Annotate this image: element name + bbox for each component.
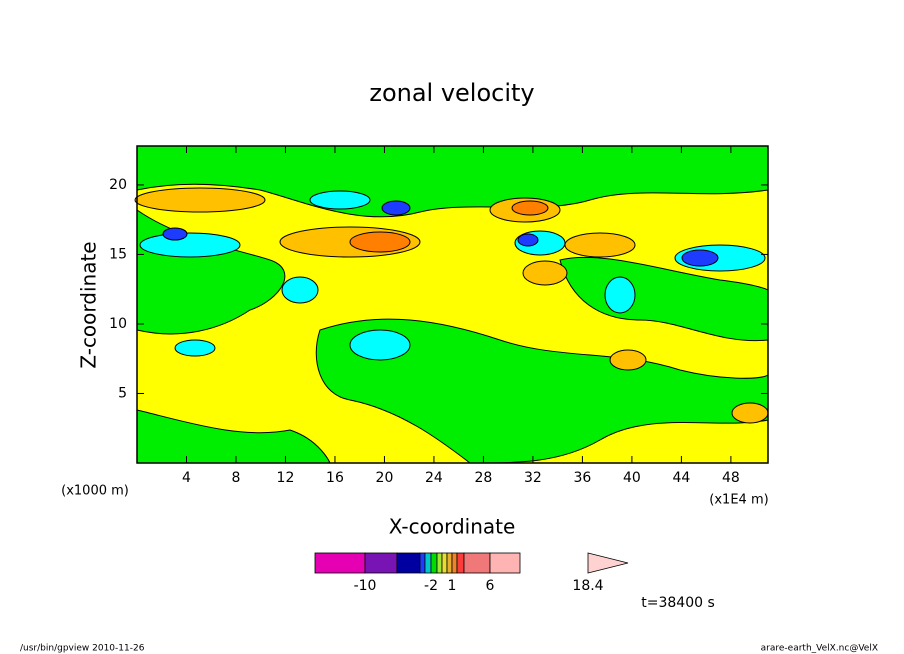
colorbar-segment: [314, 552, 366, 574]
colorbar-segment: [456, 552, 465, 574]
x-tick-label: 28: [475, 470, 493, 486]
colorbar-extension: [587, 552, 629, 574]
colorbar-tick-label: 1: [448, 578, 457, 594]
contour-region: [136, 409, 331, 464]
colorbar-segment: [430, 552, 438, 574]
y-tick-label: 15: [109, 246, 127, 262]
colorbar-segment: [489, 552, 521, 574]
x-tick-label: 20: [376, 470, 394, 486]
x-unit-label: (x1000 m): [61, 484, 129, 499]
x-tick-label: 32: [524, 470, 542, 486]
contour-region: [522, 260, 568, 286]
contour-region: [174, 339, 216, 357]
x-tick-label: 16: [326, 470, 344, 486]
colorbar-tick-label: 6: [486, 578, 495, 594]
colorbar-segment: [396, 552, 421, 574]
contour-region: [315, 318, 769, 464]
x-scale-label: (x1E4 m): [709, 493, 768, 508]
colorbar-segment: [441, 552, 448, 574]
contour-region: [609, 349, 647, 371]
contour-region: [349, 231, 411, 253]
colorbar: -10 -2 1 6 18.4: [314, 552, 629, 594]
footer-left: /usr/bin/gpview 2010-11-26: [20, 644, 145, 654]
contour-region: [381, 200, 411, 216]
x-tick-label: 48: [722, 470, 740, 486]
footer-right: arare-earth_VelX.nc@VelX: [761, 644, 878, 654]
x-tick-label: 40: [623, 470, 641, 486]
x-tick-label: 24: [425, 470, 443, 486]
contour-region: [731, 402, 769, 424]
contour-region: [136, 145, 769, 218]
colorbar-tick-label: 18.4: [572, 578, 603, 594]
x-tick-label: 8: [232, 470, 241, 486]
colorbar-segment: [446, 552, 453, 574]
contour-region: [134, 187, 266, 213]
contour-region: [139, 232, 241, 258]
colorbar-segment: [436, 552, 443, 574]
contour-region: [681, 249, 719, 267]
colorbar-tick-label: -10: [354, 578, 377, 594]
contour-region: [162, 227, 188, 241]
contour-field: [134, 145, 769, 464]
contour-region: [309, 190, 371, 210]
x-tick-label: 36: [573, 470, 591, 486]
x-tick-label: 4: [182, 470, 191, 486]
contour-region: [281, 276, 319, 304]
contour-region: [564, 232, 636, 258]
colorbar-segment: [364, 552, 398, 574]
plot-frame: [136, 145, 769, 464]
x-tick-label: 44: [672, 470, 690, 486]
contour-region: [604, 276, 636, 314]
contour-region: [511, 200, 549, 216]
colorbar-segment: [463, 552, 491, 574]
colorbar-segment: [451, 552, 458, 574]
x-tick-label: 12: [277, 470, 295, 486]
y-tick-label: 20: [109, 177, 127, 193]
y-tick-label: 10: [109, 316, 127, 332]
chart-title: zonal velocity: [369, 79, 534, 107]
contour-region: [349, 329, 411, 361]
colorbar-segment: [419, 552, 426, 574]
y-tick-label: 5: [118, 385, 127, 401]
x-axis-label: X-coordinate: [389, 515, 516, 539]
time-label: t=38400 s: [641, 595, 715, 611]
y-axis-label: Z-coordinate: [77, 241, 101, 368]
colorbar-tick-label: -2: [424, 578, 438, 594]
contour-region: [517, 233, 539, 247]
colorbar-segment: [424, 552, 432, 574]
